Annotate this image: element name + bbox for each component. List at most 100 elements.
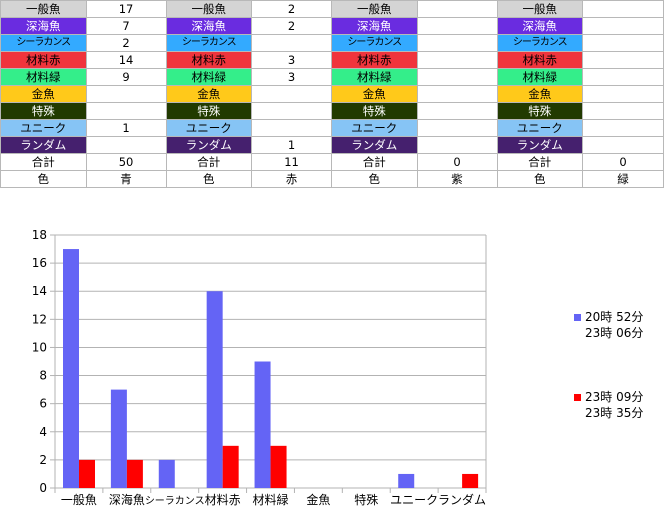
cell-label-random[interactable]: ランダム xyxy=(496,136,584,154)
cell-value-zairyo-midori[interactable] xyxy=(582,68,664,86)
cell-label-unique[interactable]: ユニーク xyxy=(331,119,418,137)
cell-value-kingyo[interactable] xyxy=(85,85,167,103)
cell-label-coelacanth[interactable]: シーラカンス xyxy=(331,34,418,52)
cell-value-zairyo-aka[interactable]: 3 xyxy=(251,51,333,69)
cell-value-zairyo-aka[interactable] xyxy=(416,51,498,69)
cell-label-random[interactable]: ランダム xyxy=(331,136,418,154)
cell-label-tokushu[interactable]: 特殊 xyxy=(331,102,418,120)
bar-chart[interactable]: 0 2 4 6 8 10 12 14 16 18 一般魚 深海魚 シーラカンス 材料赤 材料緑 金魚 特殊 ユニー… xyxy=(0,191,664,522)
cell-label-ippan[interactable]: 一般魚 xyxy=(0,0,87,18)
cell-label-ippan[interactable]: 一般魚 xyxy=(165,0,253,18)
cell-label-unique[interactable]: ユニーク xyxy=(496,119,584,137)
cell-value-shinkai[interactable]: 7 xyxy=(85,17,167,35)
x-tick-label: 特殊 xyxy=(354,492,378,507)
cell-color-label[interactable]: 色 xyxy=(496,170,584,188)
cell-value-tokushu[interactable] xyxy=(416,102,498,120)
bar-blue xyxy=(254,361,271,488)
cell-label-zairyo-midori[interactable]: 材料緑 xyxy=(165,68,253,86)
cell-value-coelacanth[interactable] xyxy=(416,34,498,52)
cell-label-zairyo-aka[interactable]: 材料赤 xyxy=(496,51,584,69)
cell-value-unique[interactable] xyxy=(251,119,333,137)
cell-color-value[interactable]: 緑 xyxy=(582,170,664,188)
cell-label-tokushu[interactable]: 特殊 xyxy=(496,102,584,120)
cell-label-ippan[interactable]: 一般魚 xyxy=(331,0,418,18)
cell-color-label[interactable]: 色 xyxy=(165,170,253,188)
x-tick-label: 金魚 xyxy=(306,492,330,507)
cell-color-value[interactable]: 紫 xyxy=(416,170,498,188)
cell-value-ippan[interactable] xyxy=(416,0,498,18)
cell-total-value[interactable]: 0 xyxy=(582,153,664,171)
sheet-row: 深海魚 7 深海魚 2 深海魚 深海魚 xyxy=(0,17,664,35)
cell-value-random[interactable] xyxy=(85,136,167,154)
cell-label-kingyo[interactable]: 金魚 xyxy=(496,85,584,103)
y-tick-label: 8 xyxy=(39,369,47,383)
cell-total-label[interactable]: 合計 xyxy=(165,153,253,171)
cell-color-value[interactable]: 青 xyxy=(85,170,167,188)
cell-label-random[interactable]: ランダム xyxy=(0,136,87,154)
cell-value-tokushu[interactable] xyxy=(582,102,664,120)
cell-label-shinkai[interactable]: 深海魚 xyxy=(165,17,253,35)
cell-value-kingyo[interactable] xyxy=(251,85,333,103)
cell-value-random[interactable] xyxy=(416,136,498,154)
cell-color-value[interactable]: 赤 xyxy=(251,170,333,188)
bar-red xyxy=(126,459,143,488)
cell-value-random[interactable] xyxy=(582,136,664,154)
cell-value-shinkai[interactable]: 2 xyxy=(251,17,333,35)
cell-label-zairyo-midori[interactable]: 材料緑 xyxy=(0,68,87,86)
cell-value-random[interactable]: 1 xyxy=(251,136,333,154)
cell-label-shinkai[interactable]: 深海魚 xyxy=(331,17,418,35)
cell-label-zairyo-aka[interactable]: 材料赤 xyxy=(0,51,87,69)
sheet-row: 特殊 特殊 特殊 特殊 xyxy=(0,102,664,120)
cell-label-kingyo[interactable]: 金魚 xyxy=(331,85,418,103)
cell-label-tokushu[interactable]: 特殊 xyxy=(0,102,87,120)
cell-label-random[interactable]: ランダム xyxy=(165,136,253,154)
cell-value-coelacanth[interactable] xyxy=(251,34,333,52)
cell-label-kingyo[interactable]: 金魚 xyxy=(0,85,87,103)
cell-total-label[interactable]: 合計 xyxy=(0,153,87,171)
cell-value-zairyo-aka[interactable] xyxy=(582,51,664,69)
cell-label-shinkai[interactable]: 深海魚 xyxy=(496,17,584,35)
cell-value-zairyo-midori[interactable] xyxy=(416,68,498,86)
cell-value-shinkai[interactable] xyxy=(416,17,498,35)
cell-label-zairyo-aka[interactable]: 材料赤 xyxy=(331,51,418,69)
cell-color-label[interactable]: 色 xyxy=(331,170,418,188)
cell-value-coelacanth[interactable] xyxy=(582,34,664,52)
bar-red xyxy=(462,473,479,488)
cell-total-label[interactable]: 合計 xyxy=(331,153,418,171)
cell-value-tokushu[interactable] xyxy=(251,102,333,120)
cell-value-kingyo[interactable] xyxy=(416,85,498,103)
cell-total-value[interactable]: 11 xyxy=(251,153,333,171)
cell-label-unique[interactable]: ユニーク xyxy=(165,119,253,137)
cell-value-shinkai[interactable] xyxy=(582,17,664,35)
cell-label-tokushu[interactable]: 特殊 xyxy=(165,102,253,120)
cell-label-coelacanth[interactable]: シーラカンス xyxy=(0,34,87,52)
cell-label-zairyo-aka[interactable]: 材料赤 xyxy=(165,51,253,69)
cell-value-ippan[interactable] xyxy=(582,0,664,18)
cell-label-ippan[interactable]: 一般魚 xyxy=(496,0,584,18)
cell-value-tokushu[interactable] xyxy=(85,102,167,120)
cell-label-zairyo-midori[interactable]: 材料緑 xyxy=(496,68,584,86)
cell-total-label[interactable]: 合計 xyxy=(496,153,584,171)
cell-value-coelacanth[interactable]: 2 xyxy=(85,34,167,52)
cell-label-kingyo[interactable]: 金魚 xyxy=(165,85,253,103)
bar-blue xyxy=(110,389,127,488)
cell-label-coelacanth[interactable]: シーラカンス xyxy=(496,34,584,52)
cell-label-zairyo-midori[interactable]: 材料緑 xyxy=(331,68,418,86)
cell-total-value[interactable]: 50 xyxy=(85,153,167,171)
cell-color-label[interactable]: 色 xyxy=(0,170,87,188)
cell-value-ippan[interactable]: 2 xyxy=(251,0,333,18)
bar-blue xyxy=(63,249,79,488)
cell-label-unique[interactable]: ユニーク xyxy=(0,119,87,137)
cell-total-value[interactable]: 0 xyxy=(416,153,498,171)
cell-value-unique[interactable] xyxy=(416,119,498,137)
y-tick-label: 12 xyxy=(32,312,47,326)
cell-label-coelacanth[interactable]: シーラカンス xyxy=(165,34,253,52)
cell-value-zairyo-midori[interactable]: 3 xyxy=(251,68,333,86)
cell-value-unique[interactable]: 1 xyxy=(85,119,167,137)
cell-value-zairyo-midori[interactable]: 9 xyxy=(85,68,167,86)
cell-value-kingyo[interactable] xyxy=(582,85,664,103)
cell-value-unique[interactable] xyxy=(582,119,664,137)
cell-label-shinkai[interactable]: 深海魚 xyxy=(0,17,87,35)
cell-value-zairyo-aka[interactable]: 14 xyxy=(85,51,167,69)
cell-value-ippan[interactable]: 17 xyxy=(85,0,167,18)
